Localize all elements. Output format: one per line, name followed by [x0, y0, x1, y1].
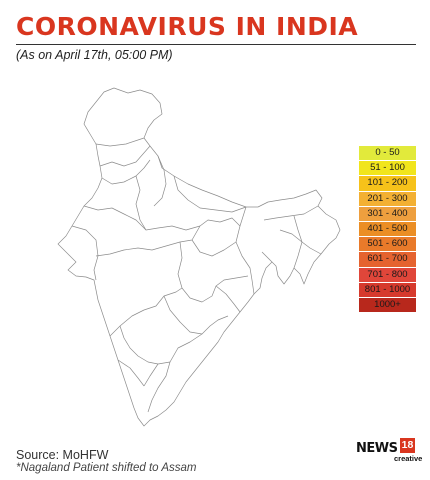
legend-item: 501 - 600	[359, 237, 416, 252]
state-boundary	[173, 175, 247, 213]
logo-tag-text: creative	[394, 454, 423, 463]
state-boundary	[147, 361, 171, 413]
state-boundary	[101, 159, 151, 185]
state-boundary	[71, 225, 99, 281]
title-divider	[16, 44, 416, 45]
legend-item: 1000+	[359, 297, 416, 313]
state-boundary	[95, 225, 201, 257]
legend-item: 401 - 500	[359, 221, 416, 237]
state-boundary	[83, 205, 201, 231]
state-boundary	[177, 241, 249, 303]
source-text: Source: MoHFW	[16, 448, 109, 462]
legend-item: 51 - 100	[359, 161, 416, 176]
legend-item: 101 - 200	[359, 176, 416, 191]
state-boundary	[279, 229, 303, 243]
legend: 0 - 50 51 - 100 101 - 200 201 - 300 301 …	[359, 146, 416, 313]
state-boundary	[293, 241, 303, 269]
india-map	[57, 87, 341, 427]
state-boundary	[215, 285, 241, 313]
state-boundary	[153, 155, 167, 207]
state-boundary	[235, 241, 255, 295]
legend-item: 301 - 400	[359, 206, 416, 221]
state-boundary	[99, 145, 151, 167]
legend-item: 701 - 800	[359, 267, 416, 282]
state-boundary	[143, 363, 159, 387]
legend-item: 0 - 50	[359, 146, 416, 161]
date-subtitle: (As on April 17th, 05:00 PM)	[16, 48, 173, 62]
state-boundary	[95, 137, 145, 147]
footnote-text: *Nagaland Patient shifted to Assam	[16, 462, 197, 474]
state-boundary	[163, 295, 229, 335]
state-boundary	[109, 287, 183, 337]
state-boundary	[169, 333, 203, 363]
state-boundary	[135, 175, 147, 231]
state-boundary	[263, 205, 319, 221]
state-boundary	[191, 225, 241, 257]
logo-number-badge: 18	[400, 438, 415, 453]
legend-item: 601 - 700	[359, 252, 416, 267]
state-boundary	[261, 251, 273, 263]
state-boundary	[199, 206, 247, 227]
news18-logo: NEWS 18 creative	[356, 438, 422, 464]
legend-item: 201 - 300	[359, 191, 416, 206]
logo-news-text: NEWS	[356, 441, 398, 456]
page-title: CORONAVIRUS IN INDIA	[16, 12, 359, 41]
legend-item: 801 - 1000	[359, 282, 416, 297]
state-boundary	[117, 359, 145, 387]
